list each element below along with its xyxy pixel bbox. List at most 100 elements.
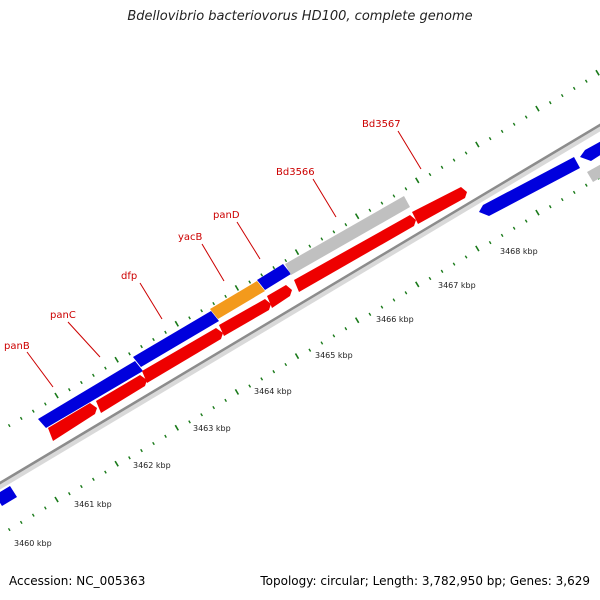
scale-label-3468: 3468 kbp [500, 247, 538, 256]
upper-tick [452, 158, 456, 162]
upper-tick [31, 409, 35, 413]
lower-tick [67, 492, 71, 496]
upper-tick [19, 416, 23, 421]
lower-tick [224, 398, 228, 403]
lower-tick [452, 262, 456, 266]
upper-tick [535, 105, 540, 112]
lower-tick [584, 183, 588, 187]
scale-labels: 3460 kbp 3461 kbp 3462 kbp 3463 kbp 3464… [14, 247, 538, 548]
upper-tick [464, 151, 468, 155]
lower-tick [524, 219, 528, 223]
upper-tick [248, 280, 252, 284]
topology-text: Topology: circular; Length: 3,782,950 bp… [260, 574, 590, 588]
lower-tick [572, 190, 576, 195]
connector-dfp [139, 282, 163, 320]
upper-tick [67, 388, 71, 392]
lower-tick [92, 477, 95, 481]
upper-tick [104, 366, 107, 370]
lower-tick [404, 291, 408, 295]
lower-tick [104, 470, 107, 474]
scale-label-3464: 3464 kbp [254, 387, 292, 396]
tick-row-lower [7, 173, 600, 532]
lower-tick [464, 255, 468, 259]
connector-panC [67, 321, 101, 358]
gene-dfp[interactable] [210, 281, 265, 319]
gene-fwd-right-2[interactable] [580, 139, 600, 161]
tick-row-upper [7, 69, 600, 428]
lower-tick [54, 496, 59, 503]
gene-fwd-edge-left[interactable] [0, 486, 17, 506]
lower-tick [548, 205, 552, 209]
lower-tick [344, 327, 348, 331]
upper-tick [43, 402, 47, 406]
upper-tick [368, 208, 372, 212]
connector-panB [26, 351, 54, 388]
gene-panC[interactable] [133, 311, 219, 367]
upper-tick [140, 344, 143, 349]
gene-label-Bd3566: Bd3566 [276, 167, 315, 178]
lower-tick [19, 520, 23, 525]
lower-tick [114, 460, 119, 467]
upper-tick [7, 423, 11, 428]
upper-tick [284, 258, 288, 263]
gene-rev-5[interactable] [267, 285, 292, 308]
upper-tick [512, 122, 516, 126]
map-title: Bdellovibrio bacteriovorus HD100, comple… [127, 9, 473, 24]
gene-hyp-right[interactable] [587, 162, 600, 182]
forward-strand [0, 139, 600, 506]
upper-tick [440, 165, 444, 169]
upper-tick [80, 380, 83, 385]
lower-tick [440, 269, 444, 273]
lower-tick [272, 370, 276, 374]
lower-tick [500, 233, 504, 238]
gene-rev-7[interactable] [412, 187, 467, 224]
gene-label-panC: panC [50, 310, 76, 321]
lower-tick [320, 341, 324, 345]
scale-label-3466: 3466 kbp [376, 315, 414, 324]
gene-yacB[interactable] [257, 264, 291, 290]
upper-tick [92, 373, 95, 377]
connector-panD [236, 221, 261, 260]
scale-label-3465: 3465 kbp [315, 351, 353, 360]
upper-tick [272, 266, 276, 270]
lower-tick [164, 434, 167, 438]
gene-label-Bd3567: Bd3567 [362, 119, 401, 130]
connector-Bd3566 [312, 178, 337, 218]
gene-fwd-right-1[interactable] [479, 157, 580, 216]
gene-rev-3[interactable] [142, 328, 223, 383]
upper-tick [500, 129, 504, 134]
lower-tick [415, 281, 420, 288]
gene-label-yacB: yacB [178, 232, 203, 243]
lower-tick [284, 362, 288, 367]
lower-tick [31, 513, 35, 517]
lower-tick [294, 353, 300, 360]
gene-rev-2[interactable] [96, 375, 147, 413]
gene-rev-1[interactable] [48, 403, 97, 441]
upper-tick [152, 337, 155, 342]
gene-panD[interactable] [285, 196, 410, 275]
upper-tick [234, 284, 240, 291]
upper-tick [404, 187, 408, 191]
upper-tick [224, 294, 228, 299]
upper-tick [560, 93, 564, 98]
lower-tick [308, 348, 312, 352]
genome-backbone [0, 123, 600, 485]
lower-tick [248, 384, 252, 388]
upper-tick [114, 356, 119, 363]
upper-tick [320, 237, 324, 241]
upper-tick [488, 136, 492, 141]
gene-panB[interactable] [38, 361, 143, 428]
lower-tick [392, 298, 396, 302]
lower-tick [512, 226, 516, 230]
lower-tick [152, 441, 155, 446]
lower-tick [332, 334, 336, 338]
gene-rev-6[interactable] [294, 215, 416, 292]
upper-tick [174, 320, 179, 327]
gene-rev-4[interactable] [219, 299, 271, 336]
lower-tick [80, 484, 83, 489]
lower-tick [380, 305, 384, 309]
lower-tick [128, 456, 131, 460]
gene-label-panD: panD [213, 210, 240, 221]
scale-label-3467: 3467 kbp [438, 281, 476, 290]
